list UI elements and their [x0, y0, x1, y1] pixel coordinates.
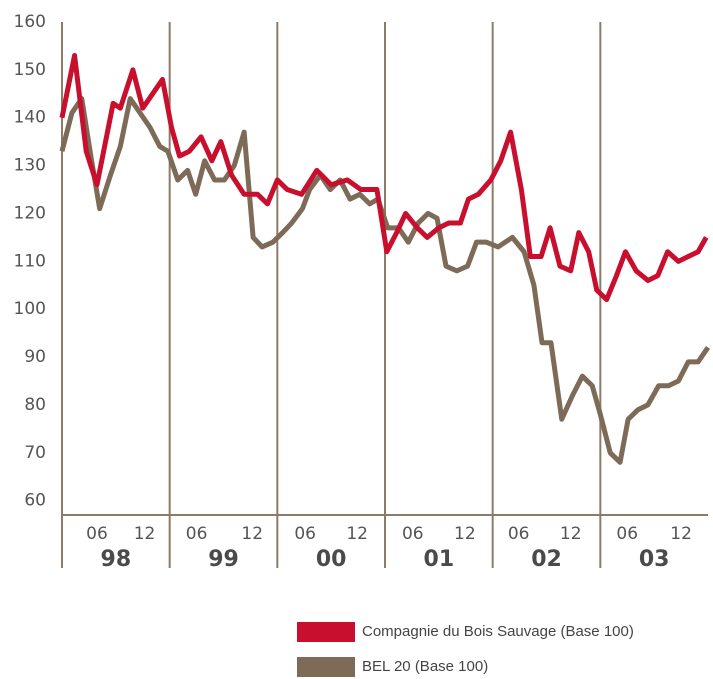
y-tick-label: 120: [14, 203, 46, 223]
legend-swatch: [297, 657, 355, 677]
year-label: 01: [424, 547, 455, 572]
x-tick-label: 12: [670, 524, 692, 544]
x-tick-label: 12: [346, 524, 368, 544]
x-tick-label: 12: [560, 524, 582, 544]
x-tick-label: 06: [508, 524, 530, 544]
y-tick-label: 150: [14, 60, 46, 80]
x-tick-label: 06: [616, 524, 638, 544]
y-tick-label: 130: [14, 156, 46, 176]
x-tick-label: 06: [402, 524, 424, 544]
y-tick-label: 140: [14, 108, 46, 128]
legend-label: Compagnie du Bois Sauvage (Base 100): [362, 623, 634, 640]
x-tick-label: 12: [241, 524, 263, 544]
x-tick-label: 06: [86, 524, 108, 544]
year-label: 00: [316, 547, 347, 572]
legend-label: BEL 20 (Base 100): [362, 658, 488, 675]
y-tick-label: 160: [14, 12, 46, 32]
x-tick-label: 06: [294, 524, 316, 544]
year-label: 98: [101, 547, 132, 572]
y-tick-label: 110: [14, 251, 46, 271]
y-tick-label: 100: [14, 299, 46, 319]
year-label: 99: [208, 547, 239, 572]
x-tick-label: 06: [186, 524, 208, 544]
y-tick-label: 80: [24, 395, 46, 415]
y-tick-label: 90: [24, 347, 46, 367]
x-tick-label: 12: [134, 524, 156, 544]
y-tick-label: 60: [24, 491, 46, 511]
legend-swatch: [297, 622, 355, 642]
x-tick-label: 12: [454, 524, 476, 544]
year-label: 02: [531, 547, 562, 572]
y-tick-label: 70: [24, 443, 46, 463]
series-line: [59, 53, 709, 303]
year-label: 03: [639, 547, 670, 572]
